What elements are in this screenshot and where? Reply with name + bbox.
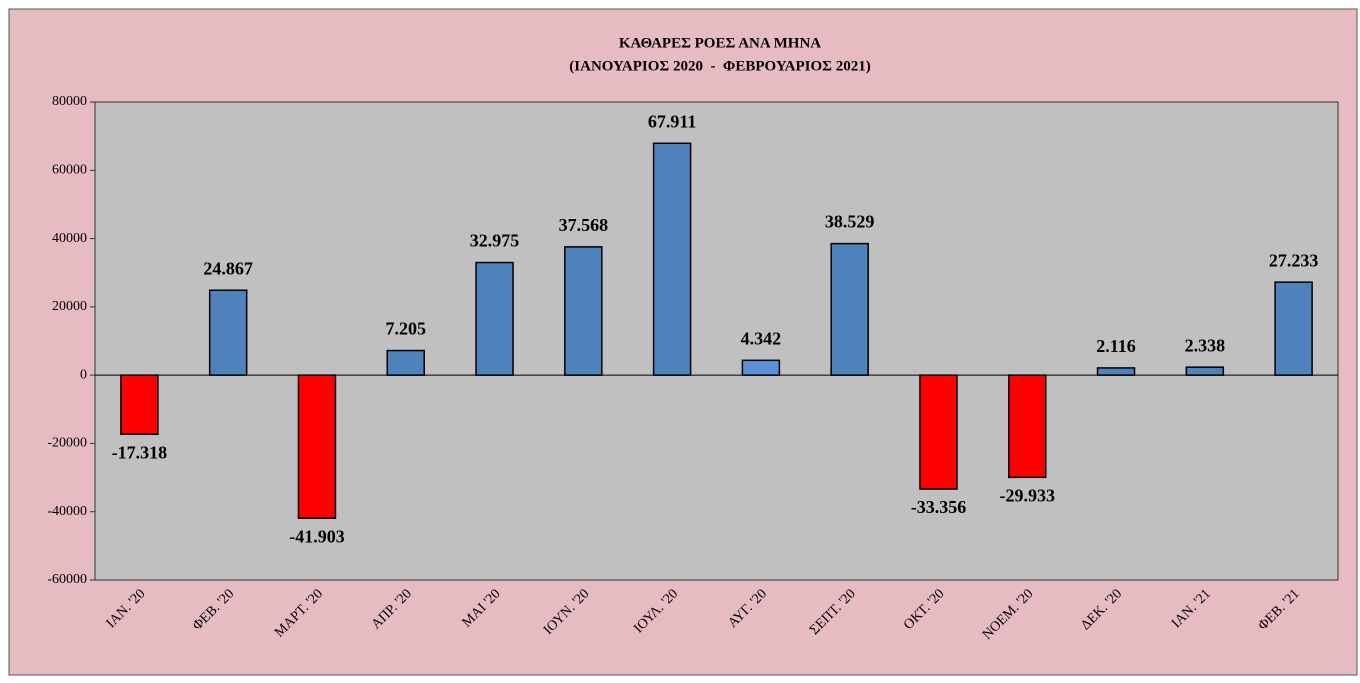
data-label: -29.933 [1000, 485, 1056, 505]
data-label: 2.116 [1096, 336, 1136, 356]
y-tick-label: 80000 [52, 94, 87, 109]
bar [652, 142, 692, 376]
bar [297, 374, 337, 519]
bar [1096, 367, 1136, 376]
data-label: 32.975 [470, 231, 520, 251]
y-tick-label: -20000 [47, 436, 87, 451]
bar [1185, 366, 1225, 376]
bar [208, 289, 248, 376]
y-tick-label: -40000 [47, 504, 87, 519]
data-label: 7.205 [386, 319, 427, 339]
data-label: -41.903 [289, 526, 345, 546]
bar [830, 242, 869, 376]
data-label: -17.318 [112, 442, 168, 462]
chart-title: ΚΑΘΑΡΕΣ ΡΟΕΣ ΑΝΑ ΜΗΝΑ [619, 35, 821, 51]
data-label: 27.233 [1269, 250, 1319, 270]
chart-subtitle: (ΙΑΝΟΥΑΡΙΟΣ 2020 - ΦΕΒΡΟΥΑΡΙΟΣ 2021) [569, 58, 870, 74]
bar [120, 374, 159, 436]
bar [1274, 281, 1313, 376]
plot-area [94, 101, 1339, 581]
bar [564, 246, 603, 376]
y-tick-label: 40000 [52, 231, 87, 246]
data-label: 2.338 [1185, 335, 1226, 355]
y-tick-label: 0 [80, 367, 87, 382]
y-tick-label: -60000 [47, 572, 87, 587]
bar [475, 261, 514, 376]
data-label: 37.568 [559, 215, 609, 235]
data-label: 38.529 [825, 212, 875, 232]
bar [386, 349, 425, 376]
bar [1008, 374, 1047, 479]
data-label: -33.356 [911, 497, 967, 517]
y-tick-label: 20000 [52, 299, 87, 314]
y-tick-label: 60000 [52, 163, 87, 178]
bar [919, 374, 958, 490]
data-label: 24.867 [203, 258, 253, 278]
data-label: 67.911 [648, 111, 697, 131]
data-label: 4.342 [741, 328, 782, 348]
bar [741, 359, 781, 376]
